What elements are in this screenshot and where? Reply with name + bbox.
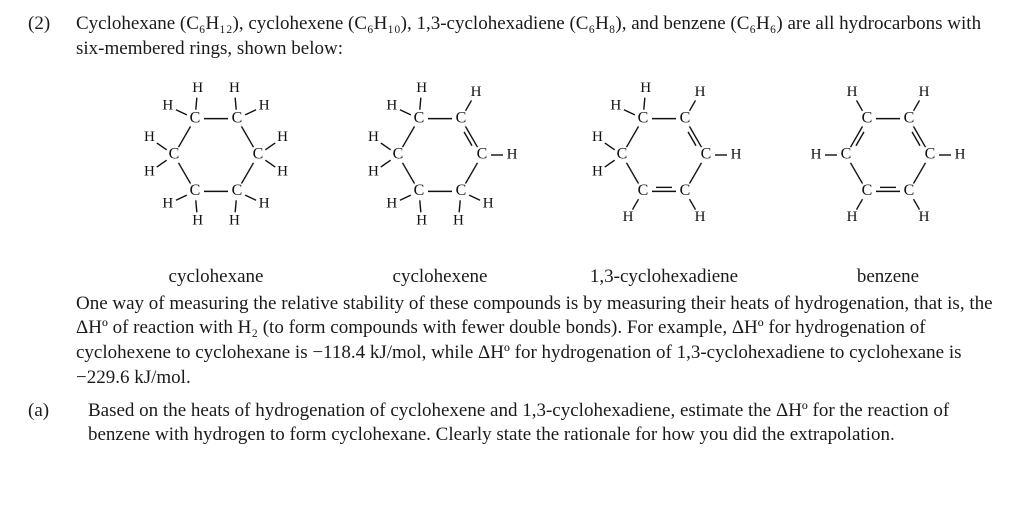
- svg-text:H: H: [471, 84, 482, 100]
- svg-text:C: C: [253, 146, 264, 163]
- svg-text:H: H: [259, 196, 270, 212]
- svg-text:C: C: [925, 146, 936, 163]
- svg-text:H: H: [162, 98, 173, 114]
- question-body: Cyclohexane (C₆H₁₂), cyclohexene (C₆H₁₀)…: [76, 12, 996, 391]
- svg-text:H: H: [277, 164, 288, 180]
- svg-text:H: H: [592, 164, 603, 180]
- svg-text:C: C: [841, 146, 852, 163]
- svg-text:H: H: [386, 98, 397, 114]
- structure-svg: CCCCCCHHHHHHHH: [564, 65, 764, 263]
- fig-benzene: CCCCCCHHHHHH benzene: [788, 65, 988, 289]
- svg-text:C: C: [190, 110, 201, 127]
- svg-text:H: H: [192, 213, 203, 229]
- svg-text:H: H: [610, 98, 621, 114]
- svg-text:H: H: [847, 84, 858, 100]
- fig-caption: 1,3-cyclohexadiene: [590, 265, 738, 290]
- svg-text:H: H: [144, 164, 155, 180]
- svg-text:H: H: [144, 130, 155, 146]
- svg-text:H: H: [229, 81, 240, 97]
- svg-text:H: H: [192, 81, 203, 97]
- svg-text:H: H: [368, 130, 379, 146]
- structure-svg: CCCCCCHHHHHHHHHH: [340, 65, 540, 263]
- svg-text:H: H: [416, 213, 427, 229]
- fig-caption: cyclohexene: [393, 265, 488, 290]
- figures-row: CCCCCCHHHHHHHHHHHH cyclohexane CCCCCCHHH…: [116, 65, 996, 289]
- svg-text:H: H: [416, 81, 427, 97]
- svg-text:H: H: [483, 196, 494, 212]
- structure-svg: CCCCCCHHHHHH: [788, 65, 988, 263]
- svg-text:H: H: [811, 147, 822, 163]
- svg-text:H: H: [731, 147, 742, 163]
- svg-text:C: C: [617, 146, 628, 163]
- svg-text:C: C: [393, 146, 404, 163]
- svg-text:H: H: [592, 130, 603, 146]
- svg-text:C: C: [477, 146, 488, 163]
- question-intro: Cyclohexane (C₆H₁₂), cyclohexene (C₆H₁₀)…: [76, 12, 996, 61]
- svg-text:C: C: [680, 110, 691, 127]
- svg-text:C: C: [862, 110, 873, 127]
- svg-text:C: C: [456, 182, 467, 199]
- question-followup: One way of measuring the relative stabil…: [76, 292, 996, 391]
- svg-text:C: C: [169, 146, 180, 163]
- svg-text:H: H: [919, 209, 930, 225]
- fig-caption: benzene: [857, 265, 919, 290]
- part-label: (a): [28, 399, 76, 424]
- svg-text:H: H: [695, 84, 706, 100]
- question-2: (2) Cyclohexane (C₆H₁₂), cyclohexene (C₆…: [28, 12, 996, 391]
- svg-text:C: C: [904, 110, 915, 127]
- svg-text:C: C: [232, 182, 243, 199]
- svg-text:H: H: [229, 213, 240, 229]
- svg-text:H: H: [386, 196, 397, 212]
- svg-text:H: H: [955, 147, 966, 163]
- svg-text:H: H: [259, 98, 270, 114]
- svg-text:H: H: [507, 147, 518, 163]
- svg-text:H: H: [640, 81, 651, 97]
- part-a: (a) Based on the heats of hydrogenation …: [28, 399, 996, 448]
- svg-text:H: H: [277, 130, 288, 146]
- question-number: (2): [28, 12, 76, 37]
- svg-text:C: C: [638, 182, 649, 199]
- fig-cyclohexane: CCCCCCHHHHHHHHHHHH cyclohexane: [116, 65, 316, 289]
- structure-svg: CCCCCCHHHHHHHHHHHH: [116, 65, 316, 263]
- svg-text:C: C: [904, 182, 915, 199]
- fig-caption: cyclohexane: [169, 265, 264, 290]
- svg-text:C: C: [701, 146, 712, 163]
- fig-cyclohexene: CCCCCCHHHHHHHHHH cyclohexene: [340, 65, 540, 289]
- svg-text:C: C: [862, 182, 873, 199]
- svg-text:H: H: [695, 209, 706, 225]
- svg-text:H: H: [623, 209, 634, 225]
- svg-text:C: C: [414, 182, 425, 199]
- part-a-text: Based on the heats of hydrogenation of c…: [76, 399, 996, 448]
- svg-text:C: C: [190, 182, 201, 199]
- svg-text:H: H: [368, 164, 379, 180]
- fig-cyclohexadiene: CCCCCCHHHHHHHH 1,3-cyclohexadiene: [564, 65, 764, 289]
- svg-text:H: H: [919, 84, 930, 100]
- svg-text:H: H: [162, 196, 173, 212]
- svg-text:C: C: [680, 182, 691, 199]
- svg-text:C: C: [414, 110, 425, 127]
- svg-text:H: H: [453, 213, 464, 229]
- svg-text:H: H: [847, 209, 858, 225]
- svg-text:C: C: [232, 110, 243, 127]
- svg-text:C: C: [456, 110, 467, 127]
- svg-text:C: C: [638, 110, 649, 127]
- page-root: (2) Cyclohexane (C₆H₁₂), cyclohexene (C₆…: [0, 0, 1024, 468]
